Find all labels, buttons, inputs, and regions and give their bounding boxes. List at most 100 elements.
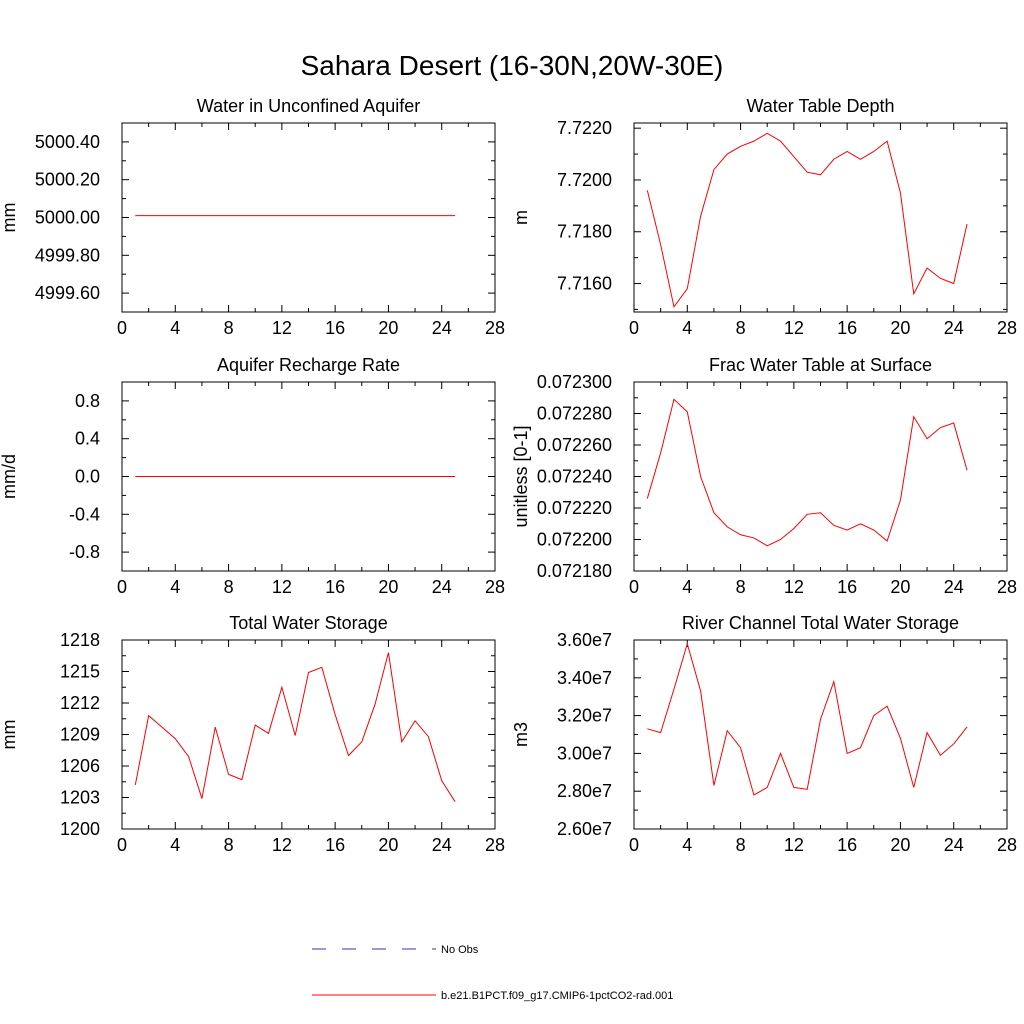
figure-title: Sahara Desert (16-30N,20W-30E) (301, 50, 724, 81)
x-tick-label: 24 (944, 835, 964, 855)
panel-2: Water Table Depth m 0 4 8 12 16 20 24 28 7.7160 7.7… (511, 96, 1017, 338)
panels-group: Water in Unconfined Aquifer mm 0 4 8 12 16 20 24… (0, 96, 1017, 855)
panel-title: Water in Unconfined Aquifer (197, 96, 420, 116)
panel-1: Water in Unconfined Aquifer mm 0 4 8 12 16 20 24… (0, 96, 505, 338)
x-tick-label: 28 (997, 577, 1017, 597)
x-tick-label: 16 (325, 835, 345, 855)
y-tick-label: 3.00e7 (557, 743, 612, 763)
y-tick-label: 4999.80 (35, 245, 100, 265)
x-tick-label: 8 (736, 577, 746, 597)
x-tick-label: 20 (890, 835, 910, 855)
y-tick-label: 1218 (60, 630, 100, 650)
series-line (134, 652, 456, 802)
panel-4: Frac Water Table at Surface unitless [0-1… (511, 355, 1017, 597)
panel-title: Frac Water Table at Surface (709, 355, 932, 375)
y-tick-label: 0.072180 (537, 561, 612, 581)
y-axis-label: m (511, 210, 531, 225)
x-tick-label: 8 (224, 835, 234, 855)
series-line (647, 641, 968, 796)
x-tick-label: 4 (170, 577, 180, 597)
y-axis-label: mm (0, 720, 19, 750)
y-tick-label: 3.20e7 (557, 706, 612, 726)
y-axis-label: mm (0, 203, 19, 233)
x-tick-label: 0 (117, 318, 127, 338)
y-tick-label: 0.072280 (537, 404, 612, 424)
x-tick-label: 4 (170, 835, 180, 855)
y-tick-label: 2.60e7 (557, 819, 612, 839)
x-tick-label: 4 (682, 835, 692, 855)
y-tick-label: 5000.00 (35, 208, 100, 228)
x-tick-label: 16 (325, 318, 345, 338)
x-tick-label: 8 (736, 318, 746, 338)
y-tick-label: 7.7160 (557, 274, 612, 294)
y-tick-label: 3.40e7 (557, 668, 612, 688)
plot-frame (121, 122, 496, 313)
y-tick-label: 1215 (60, 662, 100, 682)
x-tick-label: 16 (325, 577, 345, 597)
y-tick-label: -0.8 (69, 542, 100, 562)
x-tick-label: 28 (485, 835, 505, 855)
x-tick-label: 16 (837, 318, 857, 338)
series-line (646, 398, 968, 547)
x-tick-label: 8 (736, 835, 746, 855)
panel-3: Aquifer Recharge Rate mm/d 0 4 8 12 16 20 24 28 -0… (0, 355, 505, 597)
panel-5: Total Water Storage mm 0 4 8 12 16 20 24 28 1200 12… (0, 613, 505, 855)
y-tick-label: 2.80e7 (557, 781, 612, 801)
x-tick-label: 28 (485, 577, 505, 597)
y-tick-label: 0.072220 (537, 498, 612, 518)
legend-model-label: b.e21.B1PCT.f09_g17.CMIP6-1pctCO2-rad.00… (441, 990, 673, 1002)
y-tick-label: 0.072300 (537, 372, 612, 392)
panel-title: Aquifer Recharge Rate (217, 355, 400, 375)
panel-title: Water Table Depth (746, 96, 894, 116)
x-tick-label: 4 (170, 318, 180, 338)
legend-obs-label: No Obs (441, 944, 479, 956)
x-tick-label: 20 (378, 318, 398, 338)
panel-title: Total Water Storage (229, 613, 387, 633)
y-tick-label: 1209 (60, 725, 100, 745)
y-tick-label: 0.072260 (537, 435, 612, 455)
x-tick-label: 0 (629, 318, 639, 338)
y-tick-label: 5000.40 (35, 132, 100, 152)
x-tick-label: 4 (682, 577, 692, 597)
y-tick-label: 5000.20 (35, 170, 100, 190)
x-tick-label: 12 (784, 577, 804, 597)
y-tick-label: 4999.60 (35, 283, 100, 303)
y-tick-label: 0.072200 (537, 530, 612, 550)
y-axis-label: mm/d (0, 454, 19, 499)
x-tick-label: 0 (117, 577, 127, 597)
x-tick-label: 12 (272, 577, 292, 597)
x-tick-label: 24 (944, 577, 964, 597)
y-axis-label: m3 (511, 722, 531, 747)
x-tick-label: 24 (432, 577, 452, 597)
x-tick-label: 12 (272, 318, 292, 338)
plot-frame (121, 639, 496, 830)
x-tick-label: 0 (629, 835, 639, 855)
x-tick-label: 24 (432, 318, 452, 338)
x-tick-label: 28 (485, 318, 505, 338)
y-tick-label: 1200 (60, 819, 100, 839)
x-tick-label: 24 (944, 318, 964, 338)
x-tick-label: 0 (117, 835, 127, 855)
x-tick-label: 4 (682, 318, 692, 338)
legend: No Obs b.e21.B1PCT.f09_g17.CMIP6-1pctCO2… (312, 944, 673, 1002)
y-tick-label: 1203 (60, 788, 100, 808)
x-tick-label: 12 (784, 835, 804, 855)
x-tick-label: 24 (432, 835, 452, 855)
y-tick-label: 1206 (60, 756, 100, 776)
plot-frame (633, 381, 1008, 572)
x-tick-label: 16 (837, 835, 857, 855)
y-tick-label: 7.7180 (557, 222, 612, 242)
x-tick-label: 8 (224, 577, 234, 597)
panel-6: River Channel Total Water Storage m3 0 4 8 12… (511, 613, 1017, 855)
x-tick-label: 20 (378, 835, 398, 855)
y-tick-label: 0.8 (75, 391, 100, 411)
x-tick-label: 0 (629, 577, 639, 597)
x-tick-label: 20 (890, 318, 910, 338)
y-tick-label: 1212 (60, 693, 100, 713)
x-tick-label: 12 (784, 318, 804, 338)
x-tick-label: 20 (378, 577, 398, 597)
y-tick-label: 7.7200 (557, 170, 612, 190)
x-tick-label: 16 (837, 577, 857, 597)
y-tick-label: 0.4 (75, 429, 100, 449)
